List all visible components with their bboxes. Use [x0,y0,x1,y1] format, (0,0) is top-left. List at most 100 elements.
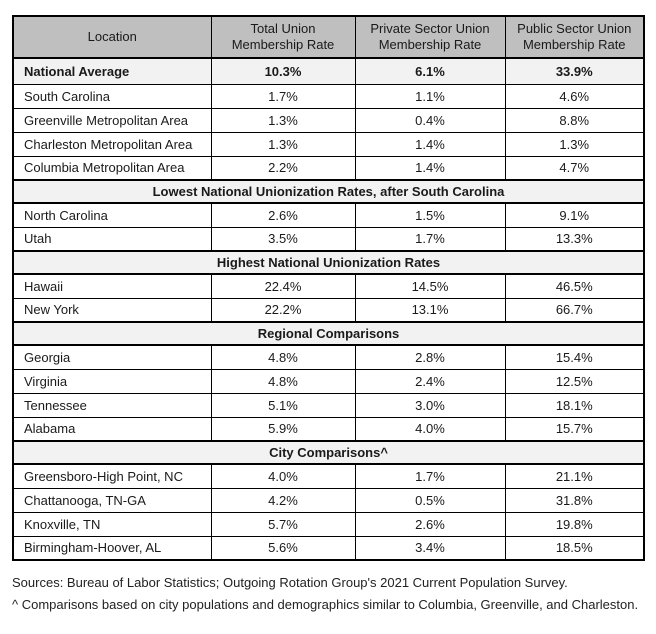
rate-cell: 1.7% [210,83,356,109]
table-row: Knoxville, TN 5.7% 2.6% 19.8% [12,511,645,537]
section-header-label: Lowest National Unionization Rates, afte… [12,179,645,204]
location-cell: Georgia [12,344,212,370]
rate-cell: 1.7% [354,226,506,252]
sources-note: Sources: Bureau of Labor Statistics; Out… [12,575,568,590]
rate-cell: 6.1% [354,57,506,85]
rate-cell: 22.4% [210,273,356,299]
location-cell: Charleston Metropolitan Area [12,131,212,157]
location-cell: Greenville Metropolitan Area [12,107,212,133]
rate-cell: 15.4% [504,344,645,370]
rate-cell: 8.8% [504,107,645,133]
rate-cell: 22.2% [210,297,356,323]
rate-cell: 2.8% [354,344,506,370]
table-row: National Average 10.3% 6.1% 33.9% [12,57,645,85]
section-header-label: Highest National Unionization Rates [12,250,645,275]
table-row: Hawaii 22.4% 14.5% 46.5% [12,273,645,299]
location-cell: Greensboro-High Point, NC [12,463,212,489]
location-cell: Knoxville, TN [12,511,212,537]
rate-cell: 1.4% [354,155,506,181]
table-row: Charleston Metropolitan Area 1.3% 1.4% 1.3% [12,131,645,157]
column-header-total-union-rate: Total Union Membership Rate [210,15,356,59]
rate-cell: 4.0% [210,463,356,489]
section-header-row: Highest National Unionization Rates [12,250,645,275]
rate-cell: 12.5% [504,368,645,394]
location-cell: Chattanooga, TN-GA [12,487,212,513]
rate-cell: 2.2% [210,155,356,181]
table-row: Utah 3.5% 1.7% 13.3% [12,226,645,252]
rate-cell: 1.4% [354,131,506,157]
rate-cell: 4.0% [354,416,506,442]
table-row: Greenville Metropolitan Area 1.3% 0.4% 8.8% [12,107,645,133]
rate-cell: 1.3% [210,107,356,133]
rate-cell: 4.2% [210,487,356,513]
table-row: Tennessee 5.1% 3.0% 18.1% [12,392,645,418]
rate-cell: 2.6% [354,511,506,537]
rate-cell: 2.6% [210,202,356,228]
location-cell: Virginia [12,368,212,394]
rate-cell: 2.4% [354,368,506,394]
rate-cell: 66.7% [504,297,645,323]
location-cell: Utah [12,226,212,252]
rate-cell: 0.4% [354,107,506,133]
location-cell: South Carolina [12,83,212,109]
table-row: Georgia 4.8% 2.8% 15.4% [12,344,645,370]
rate-cell: 5.1% [210,392,356,418]
rate-cell: 3.5% [210,226,356,252]
rate-cell: 5.6% [210,535,356,561]
table-row: Columbia Metropolitan Area 2.2% 1.4% 4.7% [12,155,645,181]
rate-cell: 13.1% [354,297,506,323]
rate-cell: 4.7% [504,155,645,181]
section-header-label: Regional Comparisons [12,321,645,346]
column-header-private-sector-rate: Private Sector Union Membership Rate [354,15,506,59]
location-cell: New York [12,297,212,323]
rate-cell: 13.3% [504,226,645,252]
rate-cell: 0.5% [354,487,506,513]
table-row: Alabama 5.9% 4.0% 15.7% [12,416,645,442]
table-row: Birmingham-Hoover, AL 5.6% 3.4% 18.5% [12,535,645,561]
rate-cell: 18.1% [504,392,645,418]
section-header-row: Regional Comparisons [12,321,645,346]
column-header-public-sector-rate: Public Sector Union Membership Rate [504,15,645,59]
section-header-label: City Comparisons^ [12,440,645,465]
table-row: South Carolina 1.7% 1.1% 4.6% [12,83,645,109]
rate-cell: 4.8% [210,344,356,370]
table-body: National Average 10.3% 6.1% 33.9% South Caro… [12,57,645,561]
rate-cell: 9.1% [504,202,645,228]
rate-cell: 15.7% [504,416,645,442]
caret-footnote: ^ Comparisons based on city populations … [12,597,639,612]
location-cell: National Average [12,57,212,85]
section-header-row: Lowest National Unionization Rates, afte… [12,179,645,204]
union-membership-table: Location Total Union Membership Rate Pri… [12,15,645,561]
rate-cell: 3.0% [354,392,506,418]
rate-cell: 21.1% [504,463,645,489]
rate-cell: 10.3% [210,57,356,85]
table-row: New York 22.2% 13.1% 66.7% [12,297,645,323]
table-row: Greensboro-High Point, NC 4.0% 1.7% 21.1% [12,463,645,489]
rate-cell: 1.5% [354,202,506,228]
table-header-row: Location Total Union Membership Rate Pri… [12,15,645,59]
table-row: Chattanooga, TN-GA 4.2% 0.5% 31.8% [12,487,645,513]
location-cell: North Carolina [12,202,212,228]
rate-cell: 31.8% [504,487,645,513]
location-cell: Hawaii [12,273,212,299]
rate-cell: 46.5% [504,273,645,299]
rate-cell: 18.5% [504,535,645,561]
rate-cell: 5.7% [210,511,356,537]
rate-cell: 33.9% [504,57,645,85]
location-cell: Birmingham-Hoover, AL [12,535,212,561]
rate-cell: 1.3% [210,131,356,157]
rate-cell: 3.4% [354,535,506,561]
table-row: North Carolina 2.6% 1.5% 9.1% [12,202,645,228]
table-header: Location Total Union Membership Rate Pri… [12,15,645,59]
rate-cell: 4.6% [504,83,645,109]
section-header-row: City Comparisons^ [12,440,645,465]
location-cell: Tennessee [12,392,212,418]
rate-cell: 4.8% [210,368,356,394]
column-header-location: Location [12,15,212,59]
location-cell: Alabama [12,416,212,442]
rate-cell: 14.5% [354,273,506,299]
rate-cell: 19.8% [504,511,645,537]
rate-cell: 1.3% [504,131,645,157]
footer-notes: Sources: Bureau of Labor Statistics; Out… [12,572,652,616]
